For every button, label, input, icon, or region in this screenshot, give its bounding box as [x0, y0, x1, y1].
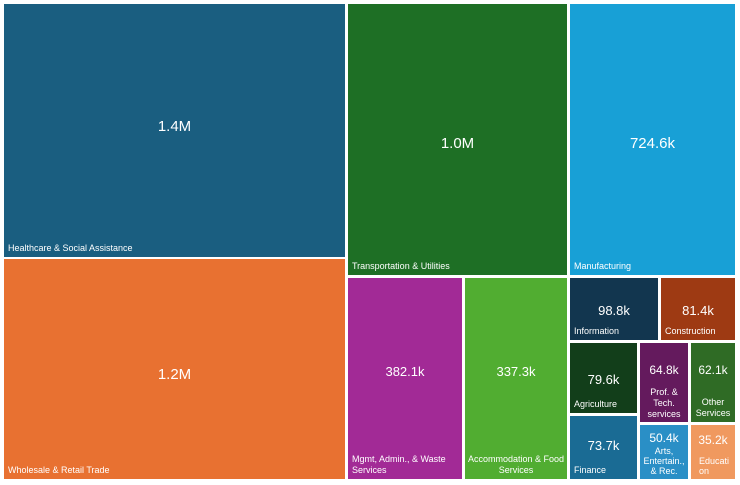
tile-category-label: Finance	[574, 465, 607, 475]
tile-value-label: 337.3k	[496, 363, 536, 379]
tile-accommodation-food-services[interactable]: 337.3k Accommodation & Food Services	[465, 278, 567, 479]
tile-category-label: Arts, Entertain., & Rec.	[643, 446, 685, 476]
tile-healthcare-social-assistance[interactable]: 1.4M Healthcare & Social Assistance	[4, 4, 345, 257]
tile-category-label: Healthcare & Social Assistance	[8, 243, 133, 253]
tile-value-label: 73.7k	[587, 437, 620, 453]
tile-arts-entertain-rec[interactable]: 50.4k Arts, Entertain., & Rec.	[640, 425, 688, 479]
tile-value-label: 79.6k	[587, 371, 620, 387]
tile-information[interactable]: 98.8k Information	[570, 278, 658, 340]
tile-manufacturing[interactable]: 724.6k Manufacturing	[570, 4, 735, 275]
tile-category-label: Prof. & Tech. services	[647, 387, 681, 419]
tile-category-label: Mgmt, Admin., & Waste Services	[352, 454, 446, 475]
tile-prof-tech-services[interactable]: 64.8k Prof. & Tech. services	[640, 343, 688, 422]
tile-mgmt-admin-waste-services[interactable]: 382.1k Mgmt, Admin., & Waste Services	[348, 278, 462, 479]
tile-category-label: Construction	[665, 326, 716, 336]
tile-value-label: 62.1k	[698, 363, 728, 378]
tile-agriculture[interactable]: 79.6k Agriculture	[570, 343, 637, 413]
tile-category-label: Wholesale & Retail Trade	[8, 465, 110, 475]
tile-category-label: Manufacturing	[574, 261, 632, 271]
tile-value-label: 1.0M	[440, 134, 475, 152]
tile-category-label: Education	[699, 456, 730, 476]
tile-category-label: Other Services	[695, 397, 731, 418]
tile-transportation-utilities[interactable]: 1.0M Transportation & Utilities	[348, 4, 567, 275]
tile-value-label: 382.1k	[385, 363, 425, 379]
tile-value-label: 1.4M	[157, 117, 192, 135]
tile-category-label: Accommodation & Food Services	[467, 454, 565, 475]
tile-category-label: Transportation & Utilities	[352, 261, 450, 271]
tile-value-label: 64.8k	[649, 363, 679, 378]
tile-value-label: 35.2k	[698, 432, 728, 447]
tile-value-label: 1.2M	[157, 365, 192, 383]
tile-wholesale-retail-trade[interactable]: 1.2M Wholesale & Retail Trade	[4, 259, 345, 479]
tile-other-services[interactable]: 62.1k Other Services	[691, 343, 735, 422]
tile-category-label: Agriculture	[574, 399, 618, 409]
tile-construction[interactable]: 81.4k Construction	[661, 278, 735, 340]
tile-value-label: 98.8k	[598, 302, 630, 318]
tile-value-label: 724.6k	[629, 134, 676, 152]
tile-value-label: 81.4k	[682, 302, 714, 318]
tile-finance[interactable]: 73.7k Finance	[570, 416, 637, 479]
tile-value-label: 50.4k	[649, 430, 679, 445]
tile-category-label: Information	[574, 326, 620, 336]
tile-education[interactable]: 35.2k Education	[691, 425, 735, 479]
